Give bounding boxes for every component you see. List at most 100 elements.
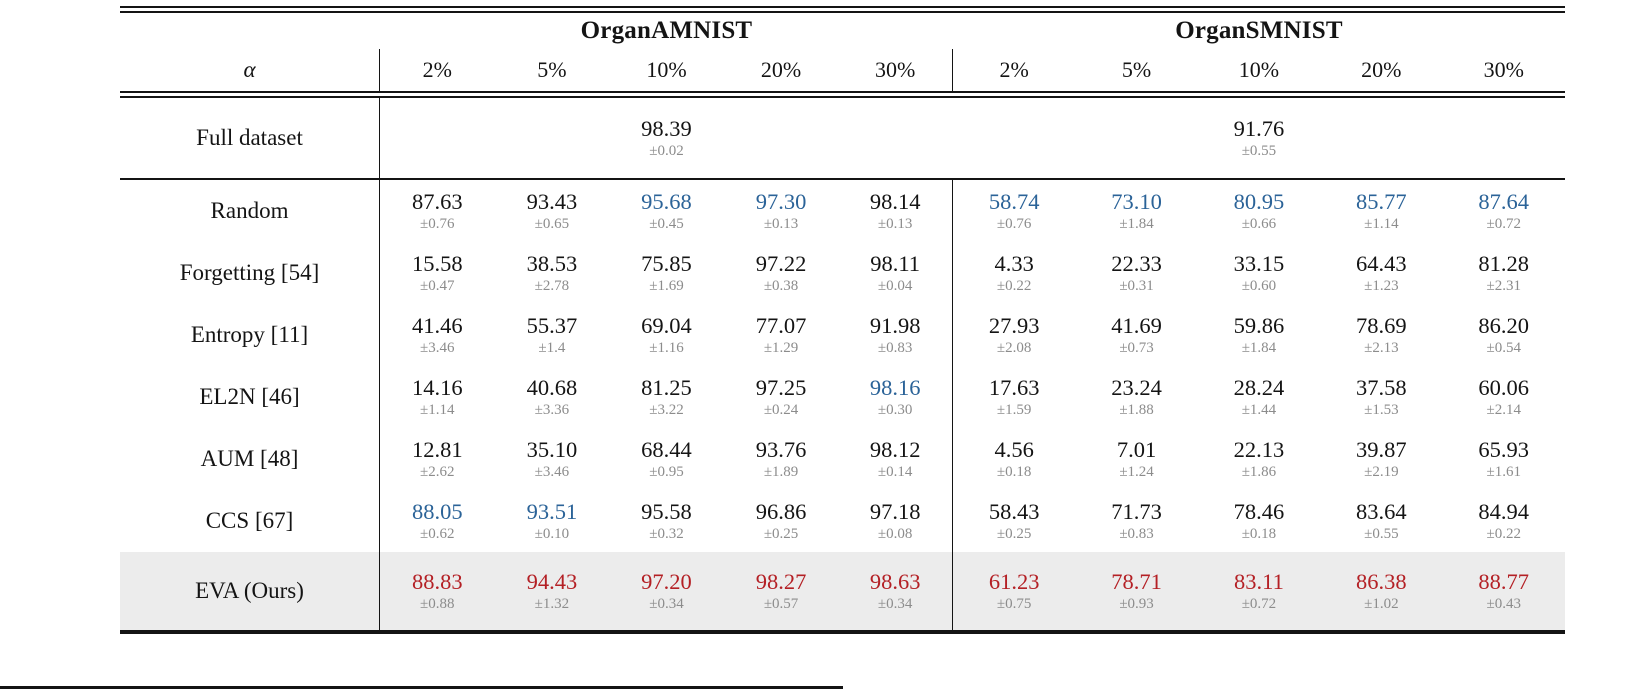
value-cell: 95.58 ±0.32 — [609, 490, 724, 552]
score-std: ±1.84 — [1119, 216, 1154, 233]
value-cell: 97.22 ±0.38 — [724, 242, 839, 304]
fraction-column-header: 20% — [1361, 57, 1402, 82]
score-value: 91.98 — [869, 313, 921, 339]
score-value: 86.20 — [1478, 313, 1530, 339]
score-std: ±0.13 — [877, 216, 913, 233]
score-value: 83.11 — [1234, 569, 1284, 595]
score-value: 78.46 — [1233, 499, 1285, 525]
score-std: ±2.78 — [534, 278, 570, 295]
value-cell: 98.63 ±0.34 — [838, 552, 953, 630]
method-row: Entropy [11] 41.46 ±3.46 55.37 ±1.4 69.04 ±1.1… — [120, 304, 1565, 366]
score-value: 75.85 — [641, 251, 692, 277]
score-value: 68.44 — [641, 437, 692, 463]
score-std: ±0.72 — [1241, 596, 1277, 613]
score-std: ±1.61 — [1486, 464, 1521, 481]
score-value: 65.93 — [1478, 437, 1530, 463]
value-cell: 22.33 ±0.31 — [1075, 242, 1197, 304]
value-cell: 98.11 ±0.04 — [838, 242, 953, 304]
score-std: ±0.32 — [649, 526, 684, 543]
value-cell: 71.73 ±0.83 — [1075, 490, 1197, 552]
dataset-group-header-row: OrganAMNIST OrganSMNIST — [120, 13, 1565, 49]
fraction-column-header: 5% — [1121, 57, 1152, 82]
value-cell: 87.63 ±0.76 — [380, 180, 495, 242]
value-cell: 88.05 ±0.62 — [380, 490, 495, 552]
score-std: ±1.14 — [420, 402, 455, 419]
method-row: Forgetting [54] 15.58 ±0.47 38.53 ±2.78 75.85… — [120, 242, 1565, 304]
fraction-column-header: 10% — [1238, 57, 1280, 82]
alpha-column-label: α — [120, 49, 380, 91]
score-value: 93.51 — [526, 499, 578, 525]
score-std: ±0.18 — [996, 464, 1032, 481]
value-cell: 58.74 ±0.76 — [953, 180, 1075, 242]
score-std: ±0.88 — [420, 596, 455, 613]
value-cell: 86.20 ±0.54 — [1443, 304, 1565, 366]
value-cell: 40.68 ±3.36 — [495, 366, 610, 428]
score-value: 4.33 — [994, 251, 1034, 277]
score-value: 58.43 — [988, 499, 1040, 525]
score-value: 61.23 — [988, 569, 1040, 595]
score-std: ±0.66 — [1241, 216, 1277, 233]
score-value: 78.71 — [1111, 569, 1162, 595]
method-label: CCS [67] — [120, 490, 380, 552]
score-value: 81.25 — [641, 375, 692, 401]
score-value: 88.83 — [411, 569, 463, 595]
score-std: ±1.24 — [1119, 464, 1154, 481]
value-cell: 97.30 ±0.13 — [724, 180, 839, 242]
score-std: ±0.72 — [1486, 216, 1521, 233]
value-cell: 86.38 ±1.02 — [1320, 552, 1442, 630]
score-value: 7.01 — [1116, 437, 1157, 463]
score-value: 77.07 — [755, 313, 807, 339]
value-cell: 35.10 ±3.46 — [495, 428, 610, 490]
value-cell: 75.85 ±1.69 — [609, 242, 724, 304]
score-value: 97.18 — [869, 499, 921, 525]
score-value: 12.81 — [411, 437, 463, 463]
score-value: 33.15 — [1233, 251, 1285, 277]
score-std: ±0.04 — [877, 278, 913, 295]
score-std: ±0.25 — [996, 526, 1032, 543]
score-value: 98.14 — [869, 189, 921, 215]
value-cell: 73.10 ±1.84 — [1075, 180, 1197, 242]
value-cell: 4.56 ±0.18 — [953, 428, 1075, 490]
table-bottom-rule — [120, 630, 1565, 634]
score-value: 98.12 — [869, 437, 921, 463]
method-label: EVA (Ours) — [120, 552, 380, 630]
score-value: 27.93 — [988, 313, 1040, 339]
score-value: 59.86 — [1233, 313, 1285, 339]
value-cell: 87.64 ±0.72 — [1443, 180, 1565, 242]
score-value: 23.24 — [1111, 375, 1162, 401]
value-cell: 68.44 ±0.95 — [609, 428, 724, 490]
score-std: ±0.76 — [996, 216, 1032, 233]
score-value: 60.06 — [1478, 375, 1530, 401]
value-cell: 93.43 ±0.65 — [495, 180, 610, 242]
fraction-column-header: 30% — [1483, 57, 1524, 82]
fraction-header-row: α 2% 5% 10% 20% 30% 2% 5% 10% 20% 30% — [120, 49, 1565, 91]
method-label: Forgetting [54] — [120, 242, 380, 304]
value-cell: 17.63 ±1.59 — [953, 366, 1075, 428]
score-std: ±1.32 — [534, 596, 570, 613]
score-std: ±0.18 — [1241, 526, 1277, 543]
value-cell: 85.77 ±1.14 — [1320, 180, 1442, 242]
score-value: 71.73 — [1111, 499, 1162, 525]
score-std: ±2.62 — [420, 464, 455, 481]
value-cell: 78.46 ±0.18 — [1198, 490, 1320, 552]
value-cell: 97.25 ±0.24 — [724, 366, 839, 428]
score-std: ±0.38 — [763, 278, 799, 295]
value-cell: 60.06 ±2.14 — [1443, 366, 1565, 428]
score-std: ±0.65 — [534, 216, 570, 233]
score-value: 93.76 — [755, 437, 807, 463]
value-cell: 38.53 ±2.78 — [495, 242, 610, 304]
score-std: ±0.22 — [1486, 526, 1521, 543]
full-dataset-label: Full dataset — [120, 98, 380, 178]
value-cell: 98.14 ±0.13 — [838, 180, 953, 242]
group-title-organsmnist: OrganSMNIST — [1175, 17, 1343, 44]
score-value: 93.43 — [526, 189, 578, 215]
score-std: ±0.08 — [877, 526, 913, 543]
score-std: ±3.46 — [420, 340, 455, 357]
score-value: 73.10 — [1111, 189, 1162, 215]
score-std: ±2.19 — [1364, 464, 1399, 481]
fraction-column-header: 20% — [760, 57, 802, 82]
fraction-column-header: 2% — [422, 57, 452, 82]
value-cell: 91.98 ±0.83 — [838, 304, 953, 366]
results-table: OrganAMNIST OrganSMNIST α 2% 5% 10% 20% 30% 2… — [120, 6, 1565, 634]
